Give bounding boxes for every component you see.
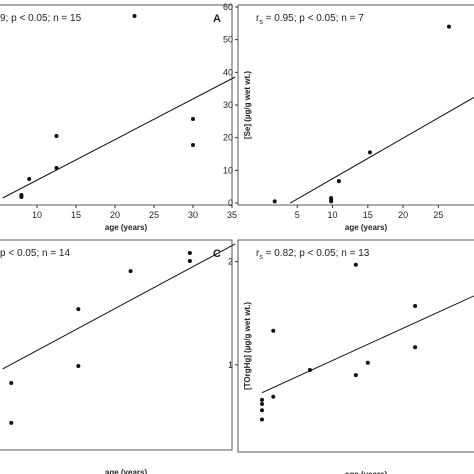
data-point — [76, 364, 81, 368]
data-point — [187, 259, 192, 263]
data-point — [54, 134, 59, 138]
stat-symbol: r — [256, 248, 260, 259]
data-point — [128, 269, 133, 274]
data-point — [132, 14, 137, 18]
y-tick-label: 1 — [228, 360, 233, 370]
x-tick-label: 25 — [149, 210, 159, 220]
data-point — [329, 199, 334, 204]
x-axis-label: age (years) — [105, 468, 148, 474]
data-point — [191, 117, 195, 121]
data-point — [413, 304, 418, 309]
fit-line — [289, 96, 474, 204]
data-point — [259, 397, 264, 402]
data-point — [9, 420, 14, 425]
x-tick-label: 10 — [32, 210, 42, 220]
data-point — [27, 177, 32, 181]
data-point — [19, 194, 24, 198]
stat-subscript: s — [259, 19, 263, 26]
data-point — [259, 417, 264, 422]
x-tick-label: 10 — [328, 210, 338, 220]
data-point — [76, 307, 81, 312]
fit-line — [2, 76, 236, 199]
data-point — [413, 345, 418, 350]
data-point — [307, 367, 312, 372]
plot-frame — [237, 4, 474, 206]
data-point — [9, 381, 14, 386]
x-tick-label: 5 — [295, 210, 300, 220]
stat-body: 9; p < 0.05; n = 15 — [0, 13, 82, 24]
x-tick-label: 15 — [71, 210, 81, 220]
y-axis-label: [Se] (µg/g wet wt.) — [243, 71, 252, 139]
x-axis-label: age (years) — [105, 223, 148, 232]
y-tick-label: 40 — [223, 67, 233, 77]
y-tick-label: 2 — [228, 257, 233, 267]
panel-label: A — [213, 13, 221, 25]
x-tick-label: 20 — [398, 210, 408, 220]
stat-text: rs = 0.82; p < 0.05; n = 13 — [256, 248, 370, 261]
y-tick-label: 50 — [223, 35, 233, 45]
y-tick-label: 60 — [223, 2, 233, 12]
stat-subscript: s — [259, 254, 263, 261]
data-point — [336, 179, 341, 184]
x-tick-label: 20 — [110, 210, 120, 220]
data-point — [54, 166, 59, 170]
data-point — [259, 408, 264, 413]
y-tick-label: 30 — [223, 100, 233, 110]
stat-text: rs = 0.95; p < 0.05; n = 7 — [256, 13, 364, 26]
stat-body: p < 0.05; n = 14 — [0, 248, 70, 259]
data-point — [187, 251, 192, 256]
stat-symbol: r — [256, 13, 260, 24]
data-point — [191, 143, 195, 147]
x-axis-label: age (years) — [345, 470, 388, 474]
y-tick-label: 20 — [223, 133, 233, 143]
x-tick-label: 35 — [227, 210, 237, 220]
plot-frame — [237, 239, 474, 453]
data-point — [446, 24, 451, 29]
fit-line — [261, 295, 474, 394]
plot-frame — [0, 239, 233, 451]
stat-body: = 0.95; p < 0.05; n = 7 — [263, 13, 364, 24]
x-tick-label: 15 — [363, 210, 373, 220]
data-point — [353, 262, 358, 267]
data-point — [353, 373, 358, 378]
data-point — [272, 199, 277, 204]
plot-frame — [0, 4, 233, 206]
stat-text: p < 0.05; n = 14 — [0, 248, 70, 259]
data-point — [259, 402, 264, 407]
data-point — [271, 394, 276, 399]
data-point — [271, 328, 276, 333]
y-axis-label: [TOrgHg] (µg/g wet wt.) — [243, 302, 252, 390]
data-point — [367, 150, 372, 155]
fit-line — [2, 243, 236, 370]
x-tick-label: 25 — [433, 210, 443, 220]
x-axis-label: age (years) — [345, 223, 388, 232]
y-tick-label: 10 — [223, 165, 233, 175]
x-tick-label: 30 — [188, 210, 198, 220]
data-point — [365, 360, 370, 365]
stat-body: = 0.82; p < 0.05; n = 13 — [263, 248, 370, 259]
stat-text: 9; p < 0.05; n = 15 — [0, 13, 82, 24]
y-tick-label: 0 — [228, 198, 233, 208]
